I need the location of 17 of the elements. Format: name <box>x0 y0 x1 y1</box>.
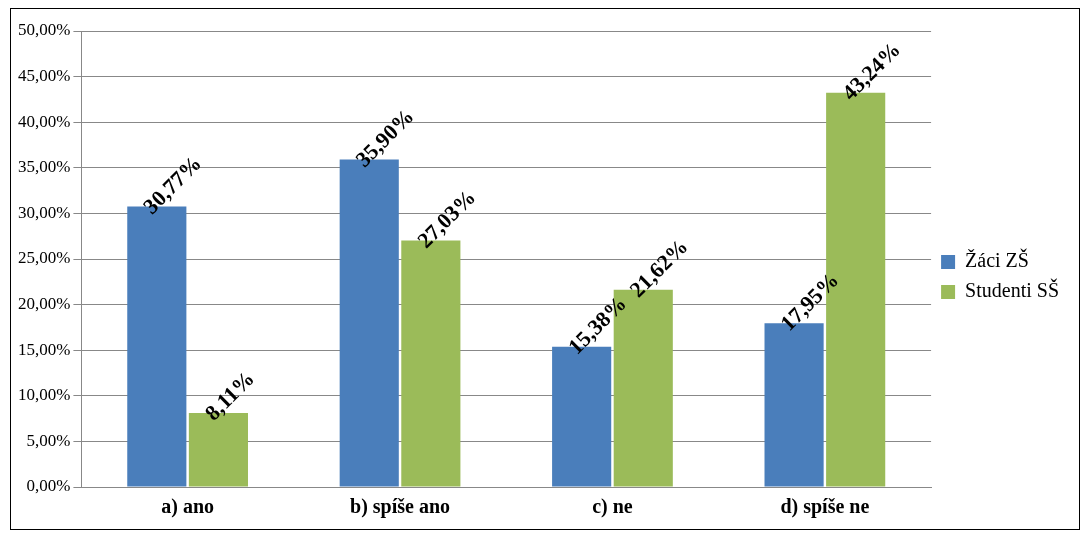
y-tick-label: 15,00% <box>17 339 71 359</box>
x-tick-label: b) spíše ano <box>350 495 451 519</box>
x-tick-label: c) ne <box>592 495 633 519</box>
legend-label: Studenti SŠ <box>965 278 1060 302</box>
y-tick-label: 30,00% <box>17 202 71 222</box>
y-tick-label: 20,00% <box>17 294 71 314</box>
y-tick-label: 40,00% <box>17 111 71 131</box>
y-tick-label: 10,00% <box>17 385 71 405</box>
x-tick-label: d) spíše ne <box>780 495 870 519</box>
y-tick-label: 25,00% <box>17 248 71 268</box>
y-tick-label: 50,00% <box>17 20 71 40</box>
y-tick-label: 35,00% <box>17 157 71 177</box>
legend-label: Žáci ZŠ <box>965 248 1029 272</box>
y-tick-label: 0,00% <box>26 476 71 496</box>
y-tick-label: 45,00% <box>17 66 71 86</box>
x-tick-label: a) ano <box>161 495 215 519</box>
y-tick-label: 5,00% <box>26 430 71 450</box>
